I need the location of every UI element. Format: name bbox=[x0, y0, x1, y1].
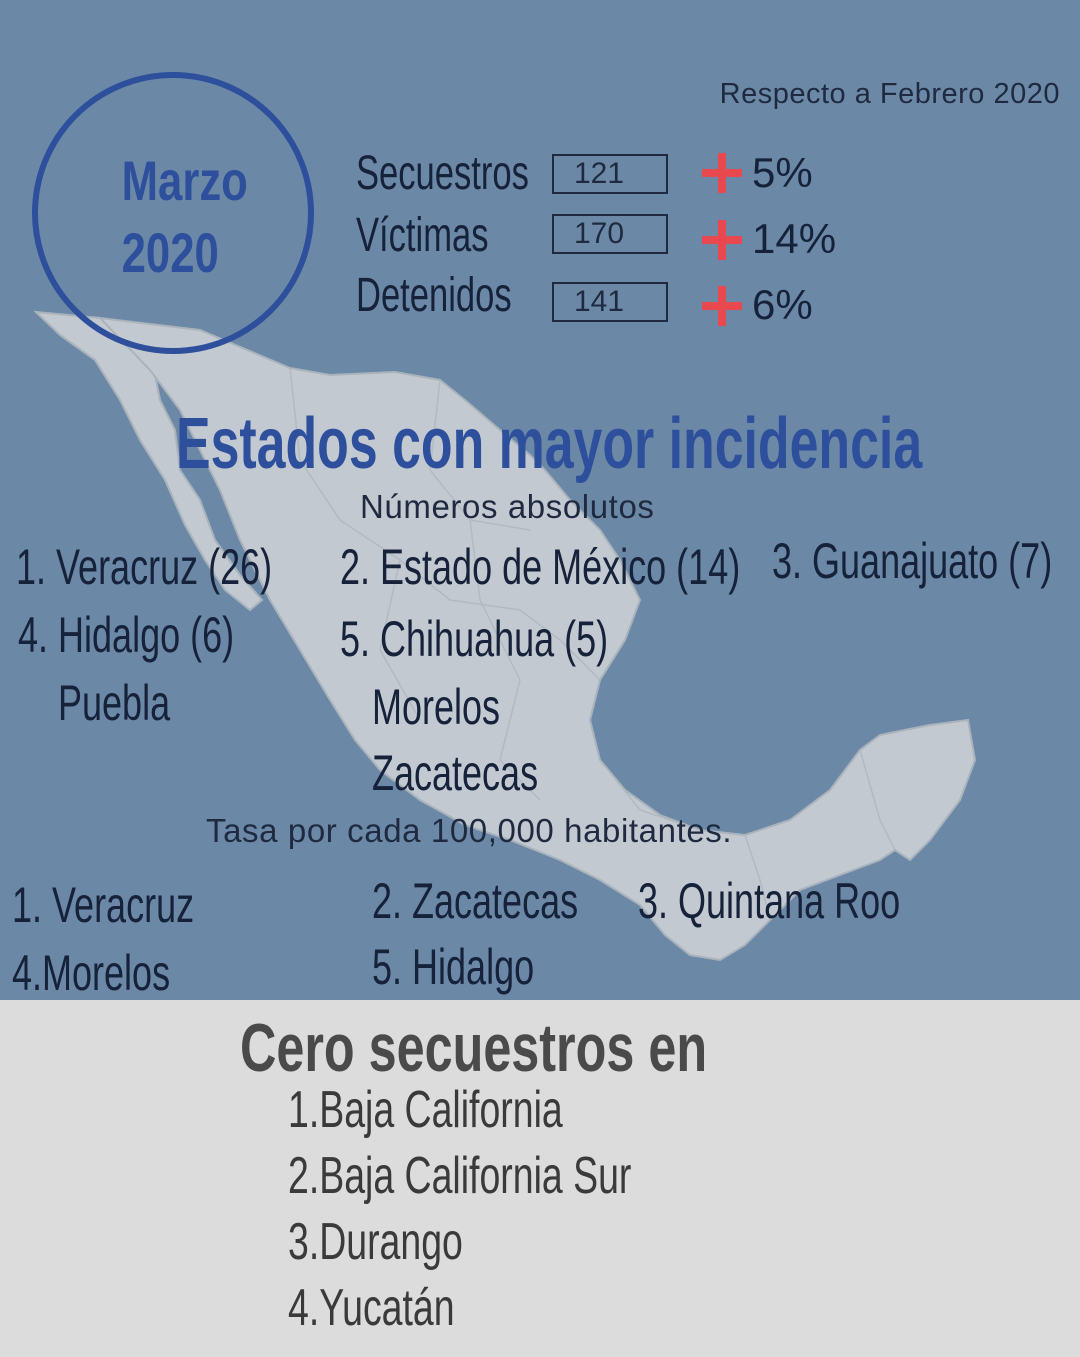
zero-item: 2.Baja California Sur bbox=[288, 1147, 632, 1205]
year-text: 2020 bbox=[121, 221, 219, 284]
stat-value-detenidos: 141 bbox=[552, 282, 668, 322]
rank-item: 4. Hidalgo (6) bbox=[18, 607, 235, 663]
bottom-panel bbox=[0, 1000, 1080, 1357]
rank-item: 1. Veracruz (26) bbox=[16, 539, 273, 595]
zero-item: 1.Baja California bbox=[288, 1081, 563, 1139]
zero-item: 3.Durango bbox=[288, 1213, 463, 1271]
stat-change-detenidos: 6% bbox=[752, 281, 813, 328]
section-title-estados: Estados con mayor incidencia bbox=[176, 404, 923, 484]
rate-item: 2. Zacatecas bbox=[372, 873, 579, 929]
stat-label-secuestros: Secuestros bbox=[356, 147, 529, 200]
subtitle-numeros-absolutos: Números absolutos bbox=[360, 488, 655, 525]
date-label: Marzo 2020 bbox=[121, 145, 248, 289]
rank-item: 5. Chihuahua (5) bbox=[340, 611, 609, 667]
rate-item: 1. Veracruz bbox=[12, 877, 195, 933]
stat-change-victimas: 14% bbox=[752, 215, 837, 262]
rank-item: Puebla bbox=[58, 675, 171, 731]
top-panel: Marzo 2020 Respecto a Febrero 2020 Secue… bbox=[12, 72, 1060, 1001]
stat-value-secuestros: 121 bbox=[552, 154, 668, 194]
stat-label-victimas: Víctimas bbox=[356, 209, 489, 262]
date-circle bbox=[32, 72, 314, 354]
zero-item: 4.Yucatán bbox=[288, 1279, 455, 1337]
month-text: Marzo bbox=[121, 149, 248, 212]
stat-label-detenidos: Detenidos bbox=[356, 269, 512, 322]
increase-plus-icon bbox=[700, 284, 744, 328]
stat-value-victimas: 170 bbox=[552, 214, 668, 254]
mexico-map-icon bbox=[33, 310, 977, 962]
increase-plus-icon bbox=[700, 218, 744, 262]
rank-item: Morelos bbox=[372, 679, 501, 735]
increase-plus-icon bbox=[700, 151, 744, 195]
rank-item: 3. Guanajuato (7) bbox=[772, 533, 1053, 589]
subtitle-tasa: Tasa por cada 100,000 habitantes. bbox=[206, 812, 733, 849]
stat-change-secuestros: 5% bbox=[752, 149, 813, 196]
rank-item: 2. Estado de México (14) bbox=[340, 539, 741, 595]
rank-item: Zacatecas bbox=[372, 745, 539, 801]
rate-item: 4.Morelos bbox=[12, 945, 171, 1001]
section-title-cero: Cero secuestros en bbox=[240, 1010, 708, 1086]
rate-item: 3. Quintana Roo bbox=[638, 873, 901, 929]
comparison-note: Respecto a Febrero 2020 bbox=[719, 78, 1060, 110]
rate-item: 5. Hidalgo bbox=[372, 939, 535, 995]
